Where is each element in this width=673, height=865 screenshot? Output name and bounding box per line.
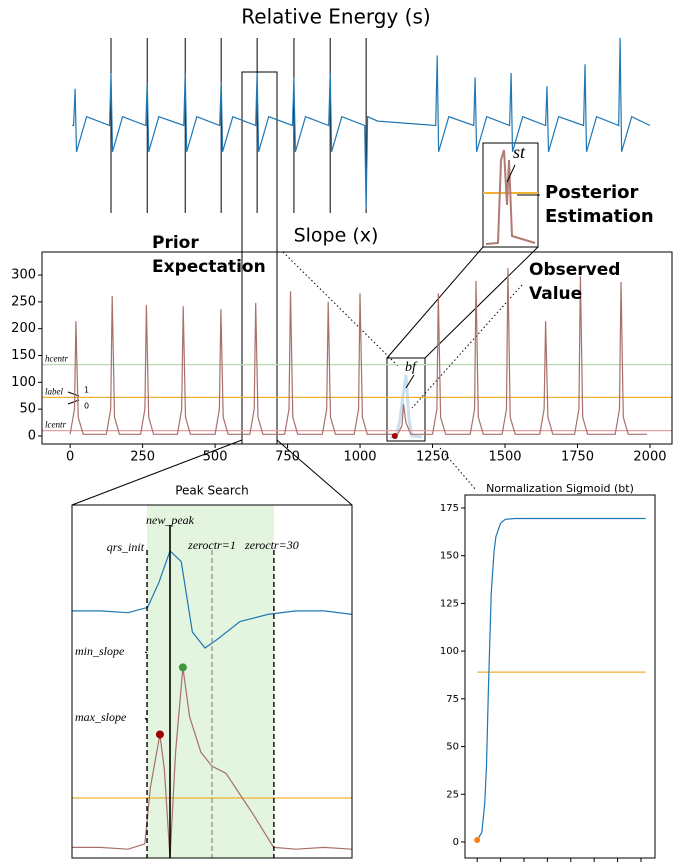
y-tick-label: 175 [440,503,459,514]
x-tick-label: 1750 [561,450,594,465]
point-label: min_slope [75,644,125,658]
point [155,730,164,739]
series-line [72,667,353,859]
y-tick-label: 300 [11,268,36,283]
vertical-line-label: zeroctr=30 [244,538,299,552]
bf-arrow [405,374,415,389]
y-tick-label: 0 [453,837,459,848]
annotation: Observed [529,260,620,280]
y-tick-label: 50 [19,402,36,417]
annotation: Posterior [545,182,638,203]
x-tick-label: 2000 [633,450,666,465]
y-tick-label: 100 [11,375,36,390]
y-tick-label: 25 [446,789,459,800]
chart-title: Normalization Sigmoid (bt) [486,482,634,495]
point-label: max_slope [75,710,127,724]
zoom-line [276,439,353,506]
threshold-label: hcentr [45,354,68,364]
vertical-line-label: qrs_init [107,540,145,554]
y-tick-label: 125 [440,598,459,609]
inset-slope [485,149,536,245]
x-tick-label: 500 [203,450,228,465]
y-tick-label: 100 [440,646,459,657]
plot-frame [464,494,656,859]
chart-title: Slope (x) [294,225,379,247]
x-tick-label: 1000 [343,450,376,465]
y-tick-label: 250 [11,294,36,309]
annotation: Expectation [152,257,266,277]
annotation: 1 [84,386,89,395]
plot-frame [71,504,353,859]
annotation: 0 [84,402,89,411]
y-tick-label: 150 [11,348,36,363]
y-tick-label: 75 [446,694,459,705]
pointer-line [439,447,477,491]
x-tick-label: 250 [130,450,155,465]
series-line [72,549,353,649]
y-tick-label: 0 [28,428,36,443]
series-line [69,268,648,435]
series-line [72,37,651,209]
vertical-line-label: new_peak [146,513,195,527]
annotation: Estimation [545,206,654,227]
x-tick-label: 1250 [416,450,449,465]
plot-frame [41,251,673,445]
region [147,505,274,858]
pointer-line [282,251,399,367]
annotation: st [513,142,526,162]
point [474,837,481,844]
pointer-line [411,284,523,409]
threshold-label: label [45,386,63,396]
inset-prior [389,374,423,440]
x-tick-label: 750 [275,450,300,465]
inset-box [386,357,426,442]
chart-title: Relative Energy (s) [241,5,430,29]
threshold-label: lcentr [45,420,66,430]
chart-title: Peak Search [175,484,249,498]
annotation: Value [529,284,582,304]
zoom-line [424,246,539,359]
point [391,432,398,439]
x-tick-label: 1500 [488,450,521,465]
zoom-line [386,246,484,359]
point [178,663,187,672]
y-tick-label: 200 [11,321,36,336]
st-arrow [506,164,516,183]
zoom-line [71,439,243,506]
y-tick-label: 150 [440,551,459,562]
series-line [476,517,646,841]
connectors [67,71,540,735]
y-tick-label: 50 [446,742,459,753]
x-tick-label: 0 [66,450,74,465]
label-arrow [67,399,80,405]
annotation: Prior [152,233,199,253]
vertical-line-label: zeroctr=1 [187,538,236,552]
annotation: bf [405,360,418,375]
